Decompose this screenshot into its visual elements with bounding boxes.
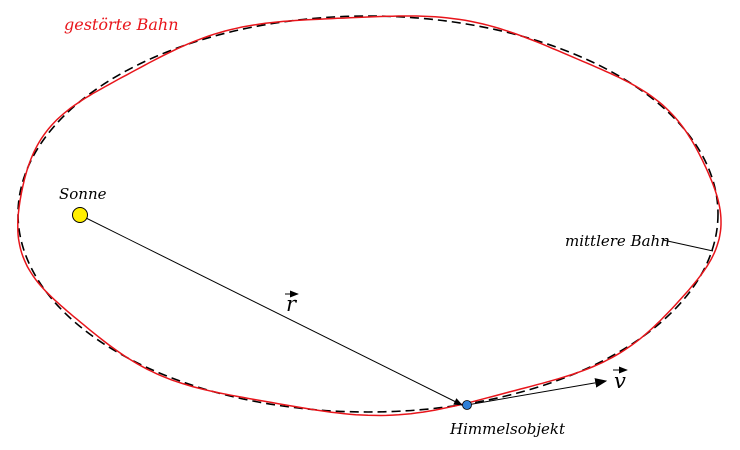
velocity-vector-arrow [466, 378, 608, 406]
sun-label: Sonne [59, 185, 107, 203]
body-label: Himmelsobjekt [449, 420, 566, 438]
velocity-vector-label: v [613, 366, 628, 393]
perturbed-orbit [17, 15, 722, 417]
mean-orbit-label: mittlere Bahn [565, 232, 670, 250]
svg-text:v: v [614, 369, 626, 393]
mean-orbit-leader-line [662, 239, 714, 252]
svg-text:r: r [286, 292, 298, 316]
position-vector-label: r [285, 290, 299, 316]
sun-marker [72, 207, 88, 223]
perturbed-orbit-label: gestörte Bahn [64, 15, 179, 34]
mean-orbit [17, 15, 719, 413]
position-vector-arrow [79, 214, 463, 406]
body-marker [462, 400, 472, 410]
